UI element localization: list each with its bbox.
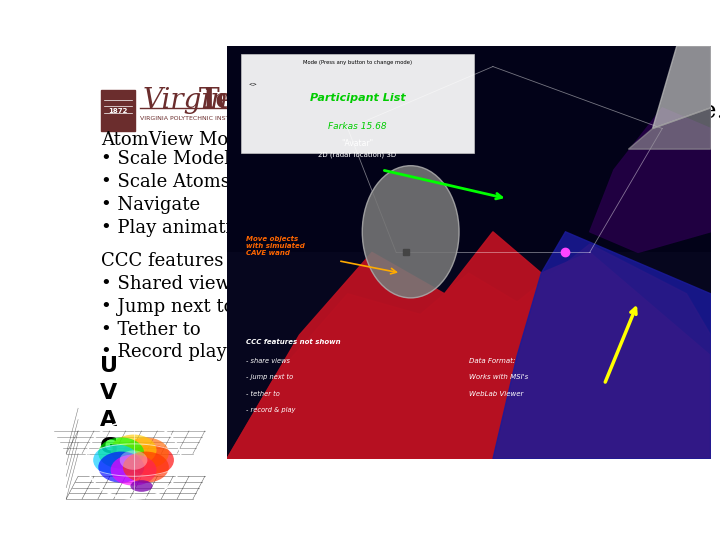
Text: • Tether to: • Tether to	[101, 321, 201, 339]
Ellipse shape	[128, 444, 174, 476]
Text: 2D (radar location) 3D: 2D (radar location) 3D	[318, 151, 397, 158]
Text: • Navigate: • Navigate	[101, 196, 200, 214]
FancyBboxPatch shape	[266, 100, 641, 418]
Text: U: U	[100, 356, 118, 376]
Bar	[241, 54, 474, 153]
Text: - record & play: - record & play	[246, 407, 295, 413]
Text: A: A	[100, 410, 117, 430]
Text: - tether to: - tether to	[246, 391, 280, 397]
Text: CCC features not shown:: CCC features not shown:	[101, 252, 330, 270]
Polygon shape	[227, 232, 711, 459]
Text: G: G	[100, 437, 118, 457]
Ellipse shape	[120, 450, 148, 470]
Ellipse shape	[98, 451, 144, 483]
Text: <>: <>	[248, 81, 257, 86]
Text: Participant List: Participant List	[310, 93, 405, 103]
Text: • Play animation: • Play animation	[101, 219, 254, 237]
Polygon shape	[493, 232, 711, 459]
Bar	[227, 252, 711, 459]
Text: Move objects
with simulated
CAVE wand: Move objects with simulated CAVE wand	[246, 236, 305, 256]
Text: - share views: - share views	[246, 358, 290, 364]
Text: • Record play: • Record play	[101, 343, 227, 361]
Text: Tech: Tech	[199, 86, 271, 113]
Text: • Shared views: • Shared views	[101, 275, 240, 293]
Ellipse shape	[123, 437, 169, 469]
Text: AtomView Modes:: AtomView Modes:	[101, 131, 266, 150]
Text: V: V	[100, 383, 117, 403]
Ellipse shape	[98, 437, 144, 469]
Polygon shape	[629, 108, 711, 149]
Ellipse shape	[123, 451, 169, 483]
Text: • Scale Model: • Scale Model	[101, 150, 230, 168]
Polygon shape	[227, 244, 711, 459]
Text: Works with MSI's: Works with MSI's	[469, 374, 528, 380]
Text: Data Format:: Data Format:	[469, 358, 515, 364]
Text: • Jump next to: • Jump next to	[101, 298, 235, 316]
Ellipse shape	[111, 435, 156, 465]
Text: Large Ni-Al B2 simulated structure.: Large Ni-Al B2 simulated structure.	[269, 100, 720, 123]
Text: - jump next to: - jump next to	[246, 374, 293, 380]
Polygon shape	[590, 108, 711, 252]
Text: "Avatar": "Avatar"	[341, 139, 374, 148]
Text: Mode (Press any button to change mode): Mode (Press any button to change mode)	[303, 60, 412, 65]
Ellipse shape	[362, 166, 459, 298]
Text: CCC features not shown: CCC features not shown	[246, 339, 341, 345]
Text: Two users in CCC_atom viewing a: Two users in CCC_atom viewing a	[269, 84, 701, 107]
Ellipse shape	[111, 455, 156, 485]
Text: Farkas 15.68: Farkas 15.68	[328, 123, 387, 131]
FancyBboxPatch shape	[101, 90, 135, 131]
Text: 1872: 1872	[108, 107, 127, 113]
Ellipse shape	[93, 444, 139, 476]
Text: VIRGINIA POLYTECHNIC INSTITUTE AND STATE UNIVERSITY: VIRGINIA POLYTECHNIC INSTITUTE AND STATE…	[140, 116, 323, 120]
Polygon shape	[652, 46, 711, 129]
Text: • Scale Atoms: • Scale Atoms	[101, 173, 230, 191]
Text: Virginia: Virginia	[143, 86, 254, 113]
Text: WebLab Viewer: WebLab Viewer	[469, 391, 523, 397]
Ellipse shape	[130, 480, 153, 492]
